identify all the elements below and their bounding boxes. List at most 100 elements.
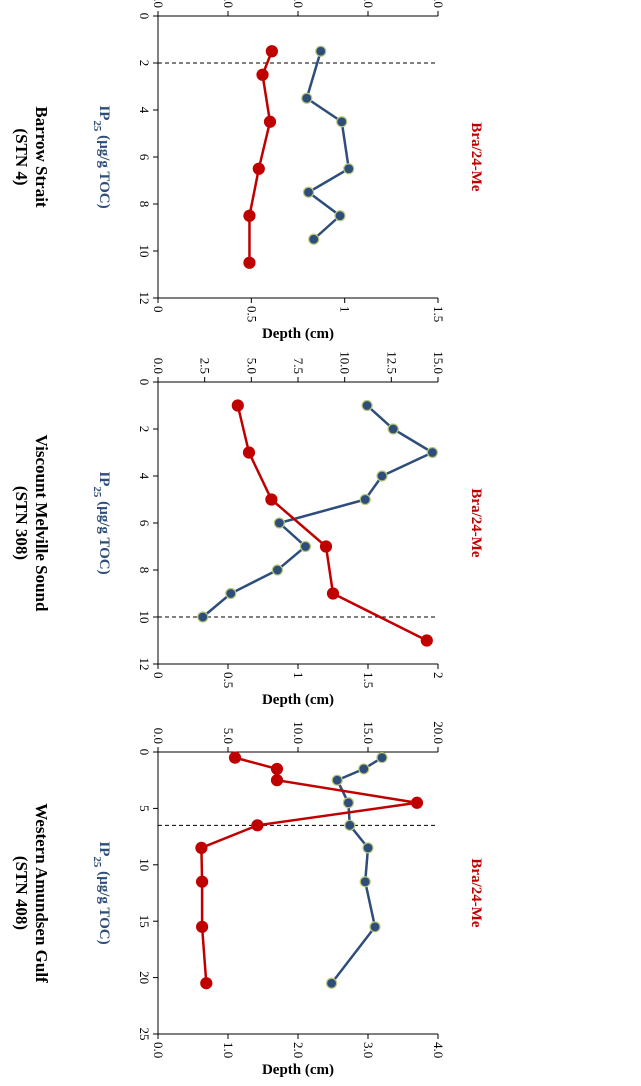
y-left-title-main: IP bbox=[96, 471, 112, 486]
y-left-tick-label: 5.0 bbox=[244, 358, 259, 374]
x-tick-label: 20 bbox=[137, 971, 152, 984]
ip25-point bbox=[376, 470, 388, 482]
bra-point bbox=[410, 796, 424, 809]
bra-point bbox=[243, 209, 256, 222]
ip25-point bbox=[359, 876, 371, 888]
y-left-axis-title: IP25 (µg/g TOC) bbox=[91, 105, 112, 208]
ip25-point bbox=[197, 611, 209, 623]
bra-series-line bbox=[236, 405, 428, 642]
x-axis-title: Depth (cm) bbox=[262, 692, 334, 708]
panel-title-line2: (STN 408) bbox=[12, 856, 31, 930]
y-left-title-sub: 25 bbox=[91, 120, 103, 132]
bra-point bbox=[231, 399, 244, 412]
ip25-point bbox=[299, 540, 312, 553]
bra-point bbox=[195, 920, 209, 933]
x-tick-label: 4 bbox=[137, 473, 152, 480]
x-tick-label: 2 bbox=[137, 426, 152, 433]
y-left-title-sub: 25 bbox=[91, 486, 103, 498]
panel-western-amundsen-gulf: Western Amundsen Gulf (STN 408) IP25 (µg… bbox=[12, 721, 484, 1058]
y-left-tick-label: 15.0 bbox=[361, 721, 376, 744]
y-right-tick-label: 2 bbox=[431, 672, 446, 679]
ip25-point bbox=[273, 517, 285, 529]
panel-title-line1: Western Amundsen Gulf bbox=[32, 803, 51, 983]
x-tick-label: 4 bbox=[137, 107, 152, 114]
y-left-tick-label: 7.5 bbox=[291, 358, 306, 374]
ip25-point bbox=[326, 977, 338, 989]
ip25-point bbox=[362, 842, 374, 854]
panel-title-line2: (STN 4) bbox=[12, 128, 31, 185]
plot-area: 0 2 4 6 8 10 12 0.0 2.5 5.0 7.5 10.0 12.5 15.0 0 0.5 1 1.… bbox=[137, 351, 446, 688]
x-tick-label: 5 bbox=[137, 805, 152, 812]
ip25-point bbox=[336, 116, 348, 128]
y-right-tick-label: 0.5 bbox=[244, 306, 259, 322]
y-left-tick-label: 20.0 bbox=[431, 721, 446, 744]
bra-point bbox=[270, 762, 284, 776]
plot-area: 0 2 4 6 8 10 12 0.0 20.0 40.0 60.0 80.0 0 0.5 1 1.5 bbox=[137, 0, 446, 322]
y-left-tick-label: 0.0 bbox=[151, 0, 166, 8]
ip25-point bbox=[369, 921, 381, 933]
y-left-tick-label: 2.5 bbox=[198, 358, 213, 374]
ip25-point bbox=[358, 763, 370, 775]
y-left-title-rest: (µg/g TOC) bbox=[96, 131, 112, 208]
ip25-point bbox=[426, 446, 438, 459]
y-left-title-sub: 25 bbox=[91, 856, 103, 868]
panel-barrow-strait: Barrow Strait (STN 4) IP25 (µg/g TOC) Br… bbox=[12, 0, 484, 322]
ip25-point bbox=[331, 774, 343, 786]
bra-point bbox=[270, 774, 284, 787]
y-left-title-main: IP bbox=[96, 105, 112, 120]
bra-point bbox=[263, 115, 277, 128]
ip25-point bbox=[315, 45, 327, 57]
y-left-axis-title: IP25 (µg/g TOC) bbox=[91, 471, 112, 574]
ip25-series-line bbox=[201, 404, 436, 618]
y-right-tick-label: 0.5 bbox=[221, 672, 236, 688]
ip25-point bbox=[225, 587, 237, 600]
y-left-tick-label: 20.0 bbox=[221, 0, 236, 8]
panel-title-line2: (STN 308) bbox=[12, 486, 31, 560]
x-tick-label: 0 bbox=[137, 379, 152, 386]
y-right-tick-label: 0.0 bbox=[151, 1042, 166, 1058]
bra-point bbox=[319, 540, 333, 553]
bra-point bbox=[256, 68, 269, 81]
bra-point bbox=[195, 841, 208, 854]
bra-point bbox=[251, 819, 264, 832]
y-left-tick-label: 0.0 bbox=[151, 358, 166, 374]
ip25-point bbox=[376, 752, 388, 764]
x-tick-label: 12 bbox=[137, 658, 152, 671]
y-left-title-main: IP bbox=[96, 841, 112, 856]
x-tick-label: 10 bbox=[137, 611, 152, 624]
y-left-title-rest: (µg/g TOC) bbox=[96, 867, 112, 944]
ip25-point bbox=[302, 186, 315, 198]
y-left-tick-label: 40.0 bbox=[291, 0, 306, 8]
y-right-tick-label: 4.0 bbox=[431, 1042, 446, 1058]
x-tick-label: 6 bbox=[137, 520, 152, 527]
y-left-tick-label: 5.0 bbox=[221, 728, 236, 744]
bra-point bbox=[326, 587, 340, 600]
panel-title: Barrow Strait (STN 4) bbox=[12, 106, 51, 208]
x-tick-label: 25 bbox=[137, 1028, 152, 1041]
y-right-tick-label: 1 bbox=[291, 672, 306, 679]
y-right-tick-label: 1.0 bbox=[221, 1042, 236, 1058]
x-tick-label: 10 bbox=[137, 245, 152, 258]
ip25-point bbox=[361, 399, 373, 412]
y-right-tick-label: 0 bbox=[151, 672, 166, 679]
y-right-tick-label: 0 bbox=[151, 306, 166, 313]
x-tick-label: 8 bbox=[137, 567, 152, 574]
panel-title-line1: Viscount Melville Sound bbox=[32, 435, 51, 612]
bra-point bbox=[243, 256, 256, 269]
bra-point bbox=[200, 977, 213, 990]
panel-viscount-melville-sound: Viscount Melville Sound (STN 308) IP25 (… bbox=[12, 351, 484, 688]
bra-series-line bbox=[248, 50, 274, 263]
panel-title-line1: Barrow Strait bbox=[32, 106, 51, 208]
ip25-point bbox=[334, 210, 346, 222]
y-right-axis-title: Bra/24-Me bbox=[468, 488, 484, 557]
y-right-tick-label: 2.0 bbox=[291, 1042, 306, 1058]
ip25-point bbox=[343, 163, 355, 175]
y-right-tick-label: 1 bbox=[338, 306, 353, 313]
y-left-tick-label: 15.0 bbox=[431, 351, 446, 374]
x-tick-label: 15 bbox=[137, 915, 152, 928]
bra-point bbox=[242, 446, 256, 459]
bra-series-line bbox=[200, 756, 418, 984]
bra-point bbox=[252, 162, 265, 175]
